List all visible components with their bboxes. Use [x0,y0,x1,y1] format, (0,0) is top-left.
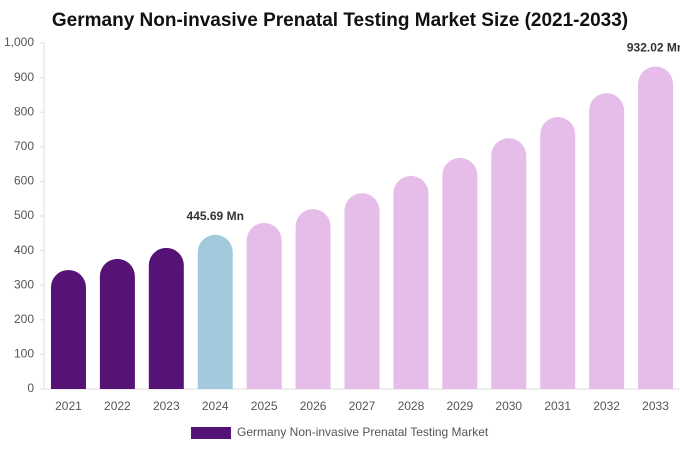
x-tick-label: 2029 [446,399,473,413]
bar [246,222,282,389]
y-tick-label: 900 [14,70,34,84]
y-tick-label: 100 [14,347,34,361]
x-tick-label: 2033 [642,399,669,413]
bar [638,66,674,389]
x-tick-label: 2024 [202,399,229,413]
x-tick-label: 2026 [300,399,327,413]
x-tick-label: 2030 [495,399,522,413]
x-tick-label: 2022 [104,399,131,413]
bar [99,258,135,389]
bar [393,175,429,389]
y-tick-label: 0 [27,381,34,395]
bar [344,193,380,389]
bar [491,138,527,389]
x-tick-label: 2025 [251,399,278,413]
bar [295,209,331,389]
x-tick-label: 2023 [153,399,180,413]
y-tick-label: 700 [14,139,34,153]
bar [442,157,478,389]
y-tick-label: 400 [14,243,34,257]
bar [50,269,86,389]
value-label: 445.69 Mn [187,209,244,223]
x-tick-label: 2031 [544,399,571,413]
bar [148,247,184,389]
y-tick-label: 600 [14,174,34,188]
legend-label: Germany Non-invasive Prenatal Testing Ma… [237,425,489,439]
y-tick-label: 800 [14,104,34,118]
value-label: 932.02 Mn [627,41,680,55]
x-tick-label: 2027 [349,399,376,413]
y-tick-label: 1,000 [4,35,34,49]
x-tick-label: 2021 [55,399,82,413]
bar [589,93,625,390]
y-tick-label: 500 [14,208,34,222]
chart-title: Germany Non-invasive Prenatal Testing Ma… [52,10,628,31]
y-tick-label: 200 [14,312,34,326]
x-tick-label: 2032 [593,399,620,413]
bar [540,117,576,389]
x-tick-label: 2028 [398,399,425,413]
bar [197,234,233,389]
legend-swatch [191,427,231,439]
y-tick-label: 300 [14,277,34,291]
